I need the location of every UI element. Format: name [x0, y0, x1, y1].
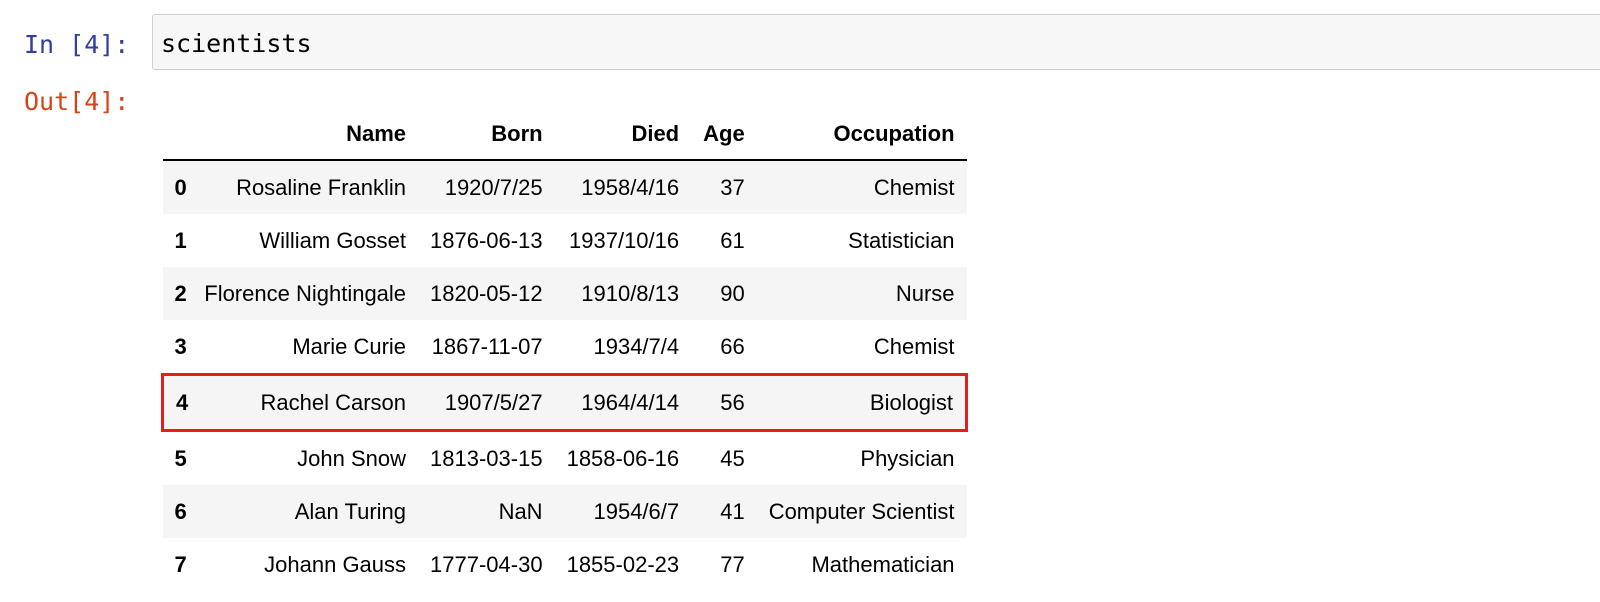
row-index: 2	[174, 280, 187, 306]
cell-died: 1855-02-23	[566, 551, 680, 577]
cell-occupation: Chemist	[873, 333, 955, 359]
cell-died: 1934/7/4	[593, 333, 680, 359]
cell-name: Marie Curie	[292, 333, 407, 359]
cell-age: 61	[720, 227, 745, 253]
row-index: 3	[174, 333, 187, 359]
dataframe-table: Name Born Died Age Occupation 0 Rosaline…	[161, 108, 969, 591]
cell-died: 1937/10/16	[569, 227, 680, 253]
cell-name: Alan Turing	[294, 498, 407, 524]
output-area: Name Born Died Age Occupation 0 Rosaline…	[161, 108, 969, 591]
cell-name: Johann Gauss	[264, 551, 407, 577]
table-row: 1 William Gosset 1876-06-13 1937/10/16 6…	[163, 214, 967, 267]
row-index: 6	[174, 498, 187, 524]
cell-died: 1910/8/13	[581, 280, 680, 306]
cell-died: 1858-06-16	[566, 445, 680, 471]
row-index: 4	[161, 373, 193, 432]
table-row: 0 Rosaline Franklin 1920/7/25 1958/4/16 …	[162, 160, 967, 214]
code-cell-editor[interactable]: scientists	[152, 14, 1600, 70]
row-index: 7	[174, 551, 187, 577]
column-header: Name	[192, 108, 419, 161]
cell-occupation: Mathematician	[811, 551, 955, 577]
column-header: Died	[554, 108, 692, 161]
cell-occupation: Statistician	[848, 227, 955, 253]
cell-born: 1907/5/27	[418, 373, 555, 432]
cell-age: 45	[720, 445, 745, 471]
cell-name: William Gosset	[259, 227, 407, 253]
column-header: Age	[691, 108, 757, 161]
column-header: Occupation	[756, 108, 967, 161]
cell-born: 1820-05-12	[430, 280, 543, 306]
table-row: 5 John Snow 1813-03-15 1858-06-16 45 Phy…	[163, 431, 967, 486]
cell-died: 1964/4/14	[554, 373, 692, 432]
cell-age: 90	[720, 280, 745, 306]
table-row: 7 Johann Gauss 1777-04-30 1855-02-23 77 …	[163, 538, 967, 591]
cell-occupation: Biologist	[756, 373, 969, 432]
cell-occupation: Physician	[860, 445, 955, 471]
cell-name: Rachel Carson	[192, 373, 419, 432]
table-row: 2 Florence Nightingale 1820-05-12 1910/8…	[162, 267, 967, 320]
cell-born: 1876-06-13	[430, 227, 543, 253]
cell-occupation: Nurse	[895, 280, 955, 306]
cell-occupation: Chemist	[873, 174, 955, 200]
cell-name: Rosaline Franklin	[236, 174, 407, 200]
cell-died: 1954/6/7	[593, 498, 680, 524]
table-row: 3 Marie Curie 1867-11-07 1934/7/4 66 Che…	[163, 320, 967, 375]
cell-name: John Snow	[297, 445, 407, 471]
cell-age: 77	[720, 551, 745, 577]
cell-born: NaN	[498, 498, 543, 524]
output-prompt: Out[4]:	[24, 87, 130, 116]
table-row: 6 Alan Turing NaN 1954/6/7 41 Computer S…	[162, 485, 967, 538]
table-row-highlighted: 4 Rachel Carson 1907/5/27 1964/4/14 56 B…	[161, 373, 969, 432]
cell-born: 1777-04-30	[430, 551, 543, 577]
column-header: Born	[418, 108, 555, 161]
cell-age: 41	[720, 498, 745, 524]
cell-occupation: Computer Scientist	[768, 498, 955, 524]
cell-born: 1867-11-07	[431, 333, 543, 359]
cell-name: Florence Nightingale	[204, 280, 407, 306]
cell-died: 1958/4/16	[581, 174, 680, 200]
cell-age: 37	[720, 174, 745, 200]
header-row: Name Born Died Age Occupation	[162, 108, 967, 161]
index-header	[162, 108, 193, 161]
cell-age: 66	[720, 333, 745, 359]
input-prompt: In [4]:	[24, 30, 130, 59]
cell-age: 56	[691, 373, 757, 432]
row-index: 1	[174, 227, 187, 253]
cell-born: 1813-03-15	[430, 445, 543, 471]
cell-born: 1920/7/25	[444, 174, 543, 200]
row-index: 5	[174, 445, 187, 471]
row-index: 0	[174, 174, 187, 200]
